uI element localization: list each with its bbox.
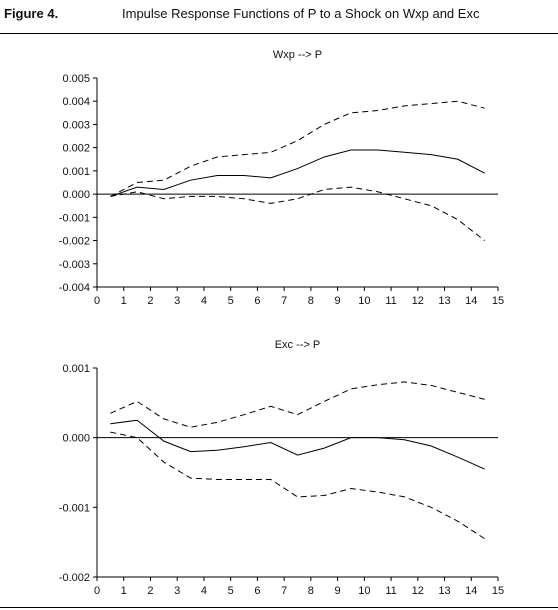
y-tick-label: 0.001: [62, 166, 90, 178]
x-tick-label: 2: [147, 585, 153, 597]
y-tick-label: -0.001: [59, 212, 90, 224]
x-tick-label: 8: [308, 585, 314, 597]
y-tick-label: 0.000: [62, 433, 90, 445]
y-tick-label: -0.002: [59, 236, 90, 248]
figure-label: Figure 4.: [4, 6, 59, 21]
figure-header: Figure 4. Impulse Response Functions of …: [0, 0, 558, 34]
x-tick-label: 2: [147, 295, 153, 307]
bottom-rule: [0, 607, 558, 608]
y-tick-label: 0.004: [62, 96, 90, 108]
x-tick-label: 0: [94, 585, 100, 597]
x-tick-label: 6: [254, 295, 260, 307]
impulse-response-line: [110, 149, 485, 197]
confidence-band-line: [110, 381, 485, 428]
y-tick-label: -0.002: [59, 572, 90, 584]
x-tick-label: 13: [438, 295, 450, 307]
x-tick-label: 3: [174, 585, 180, 597]
y-tick-label: -0.001: [59, 502, 90, 514]
chart-wxp-p: Wxp --> P -0.004 -0.003 -0.002 -0.001 0.000 0.…: [59, 49, 504, 307]
impulse-response-line: [110, 419, 485, 470]
confidence-band-line: [110, 186, 485, 241]
y-tick-label: 0.002: [62, 143, 90, 155]
x-tick-label: 3: [174, 295, 180, 307]
figure-title: Impulse Response Functions of P to a Sho…: [122, 6, 480, 21]
x-tick-label: 5: [228, 295, 234, 307]
x-tick-label: 0: [94, 295, 100, 307]
x-tick-label: 14: [465, 585, 477, 597]
x-tick-label: 8: [308, 295, 314, 307]
x-tick-label: 12: [412, 295, 424, 307]
x-tick-label: 11: [385, 295, 396, 307]
y-tick-label: 0.005: [62, 73, 90, 85]
x-tick-label: 12: [412, 585, 424, 597]
confidence-band-line: [110, 431, 485, 540]
x-tick-label: 15: [492, 585, 504, 597]
x-tick-label: 11: [385, 585, 396, 597]
confidence-band-line: [110, 100, 485, 197]
y-tick-label: -0.003: [59, 259, 90, 271]
chart-title: Wxp --> P: [273, 49, 322, 61]
chart-title: Exc --> P: [275, 339, 321, 351]
x-tick-label: 9: [335, 295, 341, 307]
x-tick-label: 1: [121, 295, 127, 307]
x-tick-label: 10: [358, 585, 370, 597]
x-tick-label: 10: [358, 295, 370, 307]
x-tick-label: 7: [281, 585, 287, 597]
x-tick-label: 6: [254, 585, 260, 597]
x-tick-label: 14: [465, 295, 477, 307]
x-tick-label: 5: [228, 585, 234, 597]
y-tick-label: 0.003: [62, 119, 90, 131]
x-tick-label: 15: [492, 295, 504, 307]
y-tick-label: 0.000: [62, 189, 90, 201]
x-tick-label: 4: [201, 585, 207, 597]
x-tick-label: 4: [201, 295, 207, 307]
top-rule: [0, 33, 558, 34]
x-tick-label: 1: [121, 585, 127, 597]
x-tick-label: 13: [438, 585, 450, 597]
x-tick-label: 7: [281, 295, 287, 307]
y-tick-label: -0.004: [59, 282, 90, 294]
y-tick-label: 0.001: [62, 363, 90, 375]
x-tick-label: 9: [335, 585, 341, 597]
